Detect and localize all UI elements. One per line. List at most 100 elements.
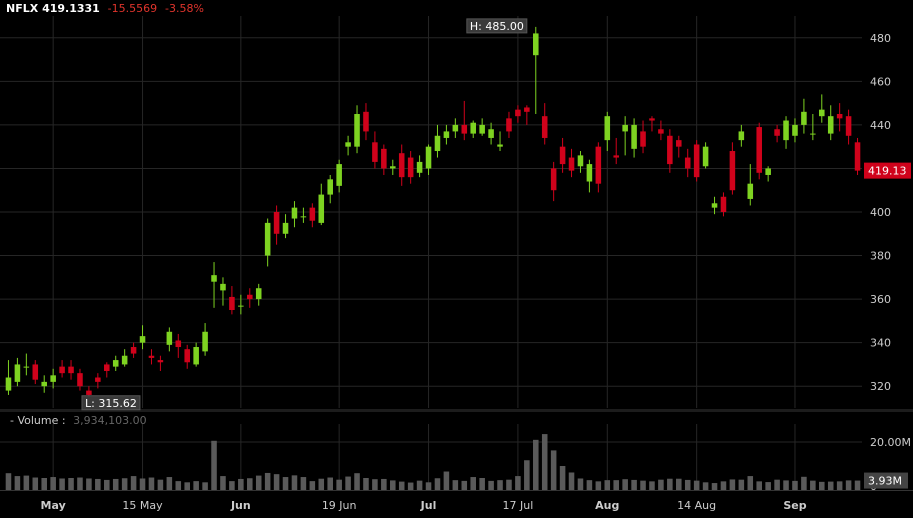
quote-header: NFLX 419.1331 -15.5569 -3.58% xyxy=(6,2,204,15)
volume-bar xyxy=(220,476,226,490)
volume-bar xyxy=(756,481,762,490)
candle xyxy=(488,122,494,145)
volume-bar xyxy=(121,478,128,490)
candle xyxy=(381,144,387,175)
candle-body xyxy=(792,124,798,136)
volume-legend[interactable]: - Volume : 3,934,103.00 xyxy=(10,414,147,427)
candle xyxy=(819,94,825,123)
volume-bar xyxy=(425,482,432,490)
candle-body xyxy=(756,127,762,173)
candle xyxy=(533,26,539,114)
candle xyxy=(50,368,56,389)
volume-bar xyxy=(568,472,575,490)
volume-bar xyxy=(470,477,476,490)
candle-body xyxy=(443,131,450,138)
candle-body xyxy=(595,146,602,184)
candle-body xyxy=(729,151,736,191)
volume-bar xyxy=(747,476,754,490)
last-price-tag-box xyxy=(864,162,911,179)
volume-bar xyxy=(175,481,182,490)
volume-bar xyxy=(398,481,405,490)
volume-bar xyxy=(810,480,816,490)
candle-body xyxy=(77,373,83,387)
candle-body xyxy=(282,222,289,234)
time-tick-label: Jun xyxy=(230,499,251,512)
volume-bar xyxy=(711,483,718,490)
candle xyxy=(667,129,673,173)
volume-bar xyxy=(184,482,190,490)
candle xyxy=(658,120,664,141)
candle xyxy=(121,349,128,367)
candle-body xyxy=(41,381,47,387)
volume-bar xyxy=(68,478,74,490)
candle-body xyxy=(711,203,718,208)
candle xyxy=(193,342,199,367)
ticker-symbol: NFLX xyxy=(6,2,39,15)
candle-body xyxy=(229,296,235,310)
candle-body xyxy=(130,347,137,354)
candle-body xyxy=(550,168,557,191)
volume-bar xyxy=(434,478,441,490)
candle xyxy=(443,124,450,145)
volume-bar xyxy=(202,482,208,490)
candle xyxy=(211,262,217,308)
volume-bar xyxy=(77,477,83,490)
candle-body xyxy=(774,129,780,136)
time-tick-label: Sep xyxy=(783,499,806,512)
time-tick-label: 17 Jul xyxy=(503,499,534,512)
candle-body xyxy=(801,111,807,125)
volume-bar xyxy=(550,450,557,490)
volume-bar xyxy=(684,479,691,490)
candle-body xyxy=(336,164,342,186)
candle xyxy=(765,166,771,182)
candle xyxy=(684,148,691,178)
candle xyxy=(452,118,459,138)
candle xyxy=(41,375,47,393)
candle xyxy=(148,349,155,365)
volume-bar xyxy=(41,478,47,490)
time-tick-label: Jul xyxy=(420,499,437,512)
volume-bar xyxy=(59,478,65,490)
candle-body xyxy=(157,360,164,363)
candle-body xyxy=(425,146,432,169)
candle xyxy=(363,103,369,141)
candle xyxy=(577,151,584,173)
volume-bar xyxy=(452,480,459,490)
volume-bar xyxy=(23,475,30,490)
candle-body xyxy=(676,140,682,147)
candle xyxy=(309,203,316,228)
candle-body xyxy=(810,133,816,135)
candle-body xyxy=(273,212,280,234)
candle xyxy=(568,148,575,178)
high-label: H: 485.00 xyxy=(470,20,524,33)
candle xyxy=(229,286,235,315)
candle-body xyxy=(658,129,664,134)
candle-body xyxy=(640,131,646,147)
price-change: -15.5569 xyxy=(107,2,158,15)
volume-bar xyxy=(595,481,602,490)
volume-bar xyxy=(577,478,584,490)
candle xyxy=(702,142,709,169)
candle-body xyxy=(568,157,575,171)
candle xyxy=(506,111,512,138)
candle xyxy=(32,360,39,385)
candle xyxy=(586,159,593,193)
volume-tag: 3.93M xyxy=(868,475,902,488)
candle xyxy=(595,142,602,193)
volume-bar xyxy=(14,476,21,490)
candle xyxy=(407,151,414,184)
candle xyxy=(300,207,307,223)
volume-bar xyxy=(604,480,611,490)
volume-bar xyxy=(559,466,566,490)
candle-body xyxy=(577,155,584,167)
volume-bar xyxy=(300,477,307,490)
volume-bar xyxy=(533,439,539,490)
candle xyxy=(434,124,441,158)
candle-body xyxy=(86,390,92,395)
candle xyxy=(479,118,485,136)
candle xyxy=(247,288,253,308)
candle-body xyxy=(104,364,110,371)
candle-body xyxy=(255,288,262,300)
candle xyxy=(354,105,360,154)
